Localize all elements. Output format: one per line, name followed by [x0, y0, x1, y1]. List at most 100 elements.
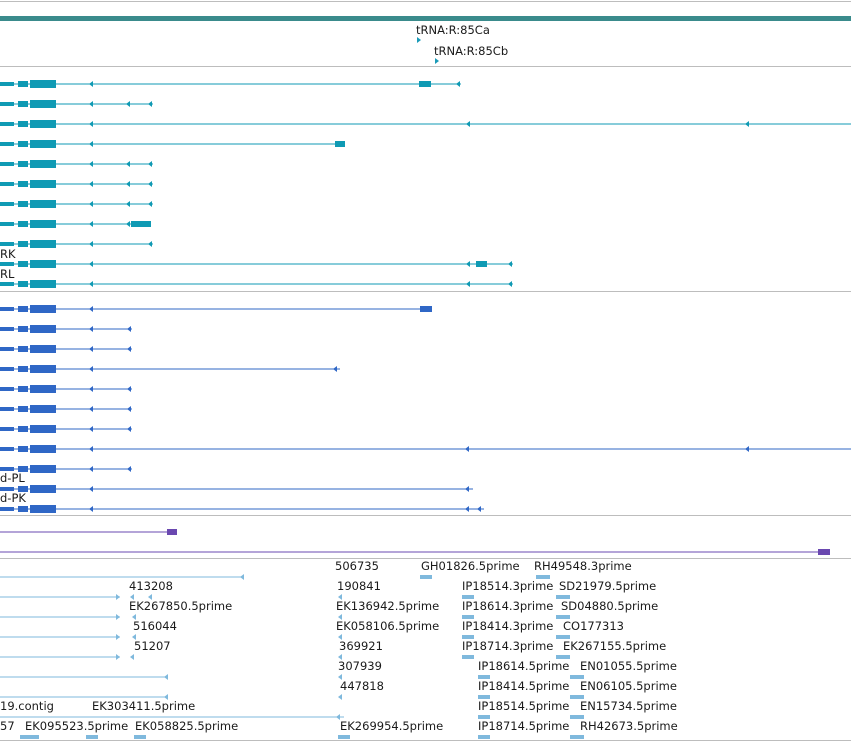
strand-arrow-left — [745, 446, 749, 452]
exon-block — [0, 82, 14, 86]
exon-block — [0, 367, 14, 371]
strand-arrow-left — [127, 326, 131, 332]
est-track[interactable] — [0, 574, 584, 739]
exon-block — [0, 487, 14, 491]
strand-arrow-left — [89, 466, 93, 472]
est-arrow — [338, 594, 342, 600]
est-label: EK267850.5prime — [129, 599, 232, 613]
exon-block — [30, 180, 56, 188]
exon-block — [18, 426, 28, 432]
exon-block — [30, 485, 56, 493]
purple-feature-block — [167, 529, 177, 535]
transcript-group-b[interactable]: d-PL d-PK — [0, 305, 851, 513]
est-block — [556, 615, 570, 619]
strand-arrow-left — [89, 281, 93, 287]
strand-arrow-left — [89, 81, 93, 87]
strand-arrow-left — [148, 161, 152, 167]
est-arrow — [116, 654, 120, 660]
est-label: IP18514.5prime — [478, 699, 569, 713]
strand-arrow-left — [465, 506, 469, 512]
est-block — [86, 735, 98, 739]
exon-block — [420, 306, 432, 312]
strand-arrow-left — [508, 261, 512, 267]
exon-block — [18, 346, 28, 352]
gene-span-bar — [0, 16, 851, 21]
est-label: EN06105.5prime — [580, 679, 677, 693]
est-arrow — [130, 594, 134, 600]
exon-block — [30, 325, 56, 333]
exon-block — [30, 345, 56, 353]
exon-block — [18, 181, 28, 187]
strand-arrow-left — [89, 306, 93, 312]
est-block — [536, 575, 550, 579]
exon-block — [0, 347, 14, 351]
strand-arrow-left — [89, 386, 93, 392]
est-label: RH49548.3prime — [534, 559, 632, 573]
est-arrow — [338, 674, 342, 680]
strand-arrow-left — [89, 346, 93, 352]
strand-arrow-left — [465, 446, 469, 452]
exon-block — [30, 80, 56, 88]
est-label: 307939 — [338, 659, 382, 673]
purple-feature-track[interactable] — [0, 529, 830, 555]
strand-arrow-left — [89, 446, 93, 452]
transcript-pl-label: d-PL — [0, 471, 25, 485]
strand-arrow-left — [508, 281, 512, 287]
gene-span-track[interactable] — [0, 16, 851, 21]
strand-arrow-left — [127, 426, 131, 432]
strand-arrow-left — [148, 101, 152, 107]
exon-block — [18, 101, 28, 107]
strand-arrow-left — [89, 241, 93, 247]
est-label: IP18514.3prime — [462, 579, 553, 593]
exon-block — [0, 222, 14, 226]
exon-block — [18, 81, 28, 87]
exon-block — [30, 260, 56, 268]
feature-labels: 506735 GH01826.5prime RH49548.3prime 413208… — [0, 559, 678, 733]
strand-arrow-left — [333, 366, 337, 372]
est-label: EK058106.5prime — [336, 619, 439, 633]
trna-track[interactable]: tRNA:R:85Ca tRNA:R:85Cb — [416, 23, 508, 64]
est-block — [134, 735, 146, 739]
est-label: RH42673.5prime — [580, 719, 678, 733]
strand-arrow-left — [89, 426, 93, 432]
est-label: EK058825.5prime — [135, 719, 238, 733]
est-block — [420, 575, 432, 579]
est-block — [556, 595, 570, 599]
strand-arrow-left — [127, 386, 131, 392]
exon-block — [0, 122, 14, 126]
exon-block — [0, 447, 14, 451]
est-block — [570, 735, 584, 739]
est-label: 447818 — [340, 679, 384, 693]
exon-block — [0, 387, 14, 391]
exon-block — [30, 465, 56, 473]
est-label: IP18714.5prime — [478, 719, 569, 733]
exon-block — [18, 506, 28, 512]
est-label: 369921 — [339, 639, 383, 653]
est-label: 413208 — [129, 579, 173, 593]
est-arrow — [338, 634, 342, 640]
est-label: CO177313 — [563, 619, 624, 633]
est-label: EK303411.5prime — [92, 699, 195, 713]
est-arrow — [116, 594, 120, 600]
est-label: IP18714.3prime — [462, 639, 553, 653]
exon-block — [419, 81, 431, 87]
exon-block — [0, 407, 14, 411]
est-label: EK267155.5prime — [563, 639, 666, 653]
est-arrow — [164, 694, 168, 700]
strand-arrow-left — [126, 201, 130, 207]
exon-block — [18, 241, 28, 247]
strand-arrow-left — [127, 466, 131, 472]
exon-block — [30, 240, 56, 248]
strand-arrow-left — [89, 406, 93, 412]
est-arrow — [240, 574, 244, 580]
exon-block — [18, 121, 28, 127]
transcript-group-a[interactable]: RK RL — [0, 80, 851, 288]
exon-block — [18, 281, 28, 287]
exon-block — [0, 307, 14, 311]
est-label: IP18614.3prime — [462, 599, 553, 613]
est-label: EK269954.5prime — [340, 719, 443, 733]
est-block — [462, 635, 474, 639]
exon-block — [18, 386, 28, 392]
strand-arrow-left — [477, 506, 481, 512]
est-label: IP18614.5prime — [478, 659, 569, 673]
